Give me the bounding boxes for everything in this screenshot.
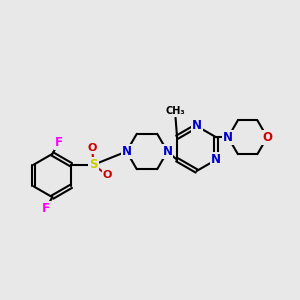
Text: N: N bbox=[122, 145, 132, 158]
Text: O: O bbox=[103, 170, 112, 180]
Text: F: F bbox=[55, 136, 63, 149]
Text: F: F bbox=[42, 202, 50, 215]
Text: N: N bbox=[211, 153, 221, 166]
Text: O: O bbox=[262, 131, 272, 144]
Text: N: N bbox=[162, 145, 172, 158]
Text: CH₃: CH₃ bbox=[166, 106, 185, 116]
Text: S: S bbox=[89, 158, 98, 171]
Text: N: N bbox=[223, 131, 233, 144]
Text: N: N bbox=[192, 119, 202, 133]
Text: O: O bbox=[87, 143, 97, 153]
